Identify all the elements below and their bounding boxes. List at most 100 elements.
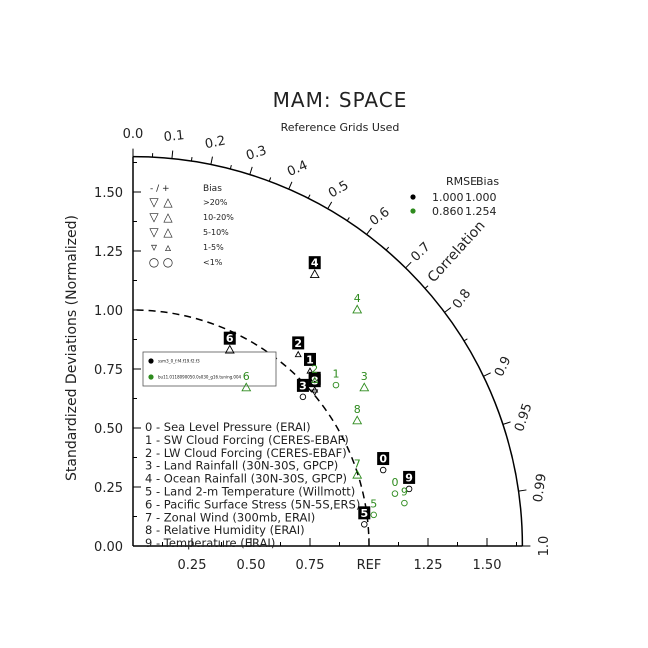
point-label-box (358, 506, 371, 520)
corr-tick-label: 0.1 (163, 128, 185, 145)
point-label: 3 (299, 379, 307, 392)
x-tick-label: 0.75 (296, 558, 325, 573)
bias-key-label: 10-20% (203, 213, 234, 222)
point-label: 1 (332, 368, 339, 381)
rmse-value: 0.860 (432, 205, 464, 218)
point-marker (352, 415, 363, 425)
point-marker (379, 466, 387, 474)
variable-list-item: 6 - Pacific Surface Stress (5N-5S,ERS) (145, 497, 360, 511)
x-tick-label: 1.50 (473, 558, 502, 573)
variable-list-item: 8 - Relative Humidity (ERAI) (145, 523, 305, 537)
corr-tick (288, 181, 293, 190)
variable-list-item: 7 - Zonal Wind (300mb, ERAI) (145, 510, 315, 524)
bias-key-label: 5-10% (203, 228, 229, 237)
corr-tick (210, 156, 213, 165)
legend-marker (148, 374, 154, 380)
bias-key-symbol-pos: ▵ (165, 240, 171, 254)
data-points: 01234567890123456789 (223, 256, 416, 528)
variable-list-item: 0 - Sea Level Pressure (ERAI) (145, 420, 311, 434)
corr-tick-label: 0.3 (244, 143, 268, 164)
outer-arc (132, 155, 524, 547)
bias-key-symbol-neg: ▽ (149, 195, 159, 209)
corr-minor-tick (190, 156, 193, 162)
bias-key-label: 1-5% (203, 243, 224, 252)
corr-minor-tick (307, 194, 311, 199)
point-label-box (223, 331, 236, 345)
bias-key-symbol-neg: ▽ (149, 225, 159, 239)
point-label-box (304, 352, 316, 366)
point-marker (311, 389, 319, 396)
chart-title: MAM: SPACE (273, 88, 408, 112)
corr-tick-label: 0.7 (408, 240, 433, 265)
corr-tick (502, 421, 511, 425)
y-tick-label: 1.25 (94, 245, 123, 260)
bias-key-symbol-pos: ○ (163, 255, 173, 269)
corr-tick-label: 0.6 (367, 205, 393, 229)
point-marker (391, 490, 399, 497)
corr-tick (249, 166, 253, 175)
corr-tick (366, 227, 372, 235)
corr-tick-label: 0.9 (492, 354, 515, 379)
corr-minor-tick (385, 246, 390, 251)
bias-key: - / + Bias ▽ △ >20% ▽ △ 10-20% ▽ △ 5-10% ▿ ▵ 1-5% ○ ○ <1… (149, 184, 234, 269)
corr-minor-tick (424, 285, 429, 289)
point-marker (311, 376, 319, 384)
point-label: 0 (391, 476, 398, 489)
point-marker (332, 381, 340, 389)
point-label: 4 (311, 257, 319, 270)
corr-minor-tick (463, 338, 468, 342)
bias-key-symbol-pos: △ (163, 225, 173, 239)
point-marker (241, 382, 252, 392)
point-label-box (377, 452, 390, 466)
bias-key-symbol-neg: ○ (149, 255, 159, 269)
bias-key-symbol-neg: ▿ (151, 240, 157, 254)
y-tick-label: 0.50 (94, 422, 123, 437)
variable-list-item: 1 - SW Cloud Forcing (CERES-EBAF) (145, 433, 349, 447)
variable-list-item: 4 - Ocean Rainfall (30N-30S, GPCP) (145, 472, 347, 486)
corr-tick (444, 307, 452, 313)
point-label: 8 (311, 375, 319, 388)
legend: ssm3_0_f.f4.f19.f2.f3 bu11.0118090050.0s0… (142, 351, 277, 387)
y-tick-label: 1.50 (94, 186, 123, 201)
point-label: 0 (379, 453, 387, 466)
bias-key-header: - / + (150, 184, 170, 194)
variable-list-item: 2 - LW Cloud Forcing (CERES-EBAF) (145, 446, 347, 460)
corr-tick-label: 0.0 (123, 127, 144, 142)
rmse-value: 1.000 (432, 191, 464, 204)
point-marker (359, 382, 370, 392)
bias-key-symbol-neg: ▽ (149, 210, 159, 224)
bias-key-title: Bias (203, 184, 222, 194)
x-tick-label: 0.25 (178, 558, 207, 573)
corr-tick-label: 0.2 (204, 133, 227, 152)
corr-minor-tick (268, 177, 272, 182)
rmse-row-marker (410, 208, 416, 214)
corr-tick (405, 261, 412, 269)
point-label: 9 (401, 486, 408, 499)
bias-key-symbol-pos: △ (163, 210, 173, 224)
x-tick-label: 1.25 (414, 558, 443, 573)
point-label-box (296, 378, 309, 392)
bias-key-label: >20% (203, 198, 228, 207)
point-label: 5 (360, 507, 368, 520)
point-marker (224, 344, 235, 354)
point-label: 1 (306, 353, 314, 366)
corr-tick-label: 0.5 (326, 178, 351, 201)
point-label: 9 (405, 471, 413, 484)
legend-entry-label: ssm3_0_f.f4.f19.f2.f3 (158, 359, 200, 364)
bias-key-label: <1% (203, 258, 223, 267)
point-label-box (403, 470, 416, 484)
point-label: 6 (243, 370, 250, 383)
corr-tick-label: 0.8 (450, 286, 474, 312)
x-tick-label: 0.50 (237, 558, 266, 573)
rmse-header: RMSE (446, 175, 477, 188)
corr-tick-label: 0.95 (512, 401, 535, 433)
variable-list: 0 - Sea Level Pressure (ERAI)1 - SW Clou… (145, 420, 360, 550)
point-label-box (308, 256, 321, 270)
corr-tick (518, 489, 527, 492)
point-marker (401, 499, 408, 507)
